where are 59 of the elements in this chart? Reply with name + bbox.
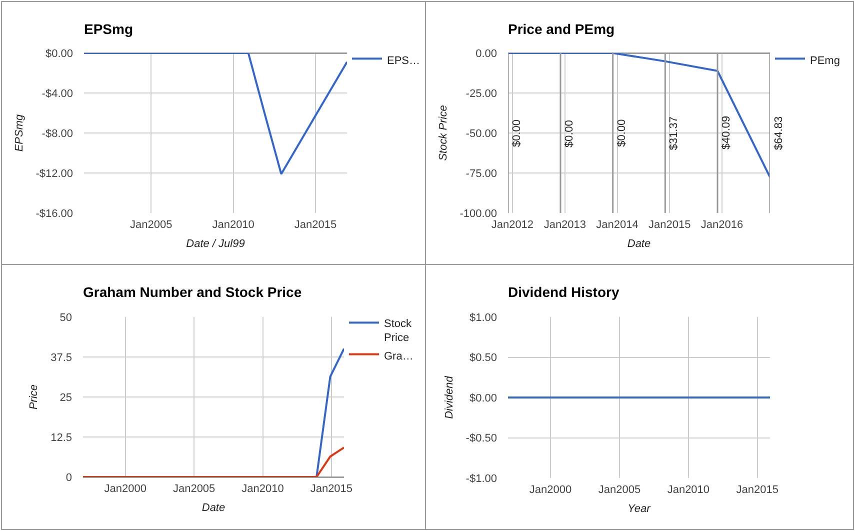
x-tick-label: Jan2015: [310, 483, 353, 495]
x-tick-label: Jan2000: [529, 484, 572, 496]
x-tick-label: Jan2015: [736, 484, 778, 496]
y-axis-title: Price: [28, 384, 40, 410]
y-tick-label: 50: [60, 312, 72, 324]
ref-line-label: $0.00: [616, 119, 628, 147]
x-axis-title: Date: [627, 238, 651, 250]
y-tick-label: -$0.50: [466, 432, 497, 445]
x-tick-label: Jan2010: [667, 484, 710, 496]
y-tick-label: 0: [66, 472, 72, 484]
y-tick-label: -100.00: [460, 208, 497, 220]
x-tick-label: Jan2010: [242, 483, 284, 495]
chart-title: Price and PEmg: [508, 20, 615, 37]
legend-label: EPS…: [387, 54, 420, 67]
y-tick-label: 0.00: [476, 48, 497, 60]
x-tick-label: Jan2005: [172, 483, 216, 495]
y-tick-label: $0.00: [45, 48, 73, 60]
chart-title: Graham Number and Stock Price: [83, 284, 302, 300]
y-tick-label: -$16.00: [36, 208, 73, 220]
y-axis-title: EPSmg: [13, 113, 26, 152]
x-tick-label: Jan2005: [598, 484, 641, 496]
ref-line-label: $40.09: [720, 116, 733, 150]
y-tick-label: 25: [60, 392, 72, 404]
chart-title: EPSmg: [84, 20, 134, 37]
x-tick-label: Jan2013: [544, 219, 586, 231]
ref-line-label: $31.37: [668, 116, 680, 150]
y-tick-label: -$4.00: [42, 88, 73, 100]
y-tick-label: -$1.00: [466, 472, 497, 485]
y-tick-label: $1.00: [469, 312, 497, 324]
x-tick-label: Jan2010: [212, 219, 254, 231]
y-tick-label: -25.00: [466, 88, 497, 100]
y-tick-label: -75.00: [466, 168, 497, 180]
legend-label: Stock Price: [384, 318, 412, 344]
y-tick-label: 37.5: [50, 352, 72, 364]
y-tick-label: -$12.00: [36, 168, 73, 180]
line-series: [84, 53, 347, 175]
y-axis-title: Stock Price: [437, 105, 450, 161]
x-tick-label: Jan2000: [104, 483, 146, 495]
y-tick-label: $0.50: [469, 352, 497, 364]
y-tick-label: -$8.00: [42, 128, 73, 140]
y-tick-label: -50.00: [466, 128, 497, 140]
ref-line-label: $0.00: [563, 120, 576, 148]
x-axis-title: Date / Jul99: [186, 238, 245, 250]
chart-title: Dividend History: [508, 284, 620, 300]
y-tick-label: 12.5: [50, 432, 72, 444]
ref-line-label: $0.00: [511, 119, 523, 147]
x-tick-label: Jan2005: [130, 219, 172, 231]
x-tick-label: Jan2015: [648, 219, 691, 231]
legend-label: Gra…: [384, 350, 414, 362]
legend-label: PEmg: [810, 54, 840, 67]
x-tick-label: Jan2014: [596, 219, 638, 231]
x-tick-label: Jan2015: [294, 219, 337, 231]
y-tick-label: $0.00: [469, 392, 497, 404]
x-tick-label: Jan2012: [491, 219, 534, 231]
x-axis-title: Date: [202, 502, 226, 514]
x-axis-title: Year: [628, 503, 652, 516]
x-tick-label: Jan2016: [700, 219, 744, 231]
y-axis-title: Dividend: [443, 375, 456, 419]
ref-line-label: $64.83: [773, 116, 785, 150]
